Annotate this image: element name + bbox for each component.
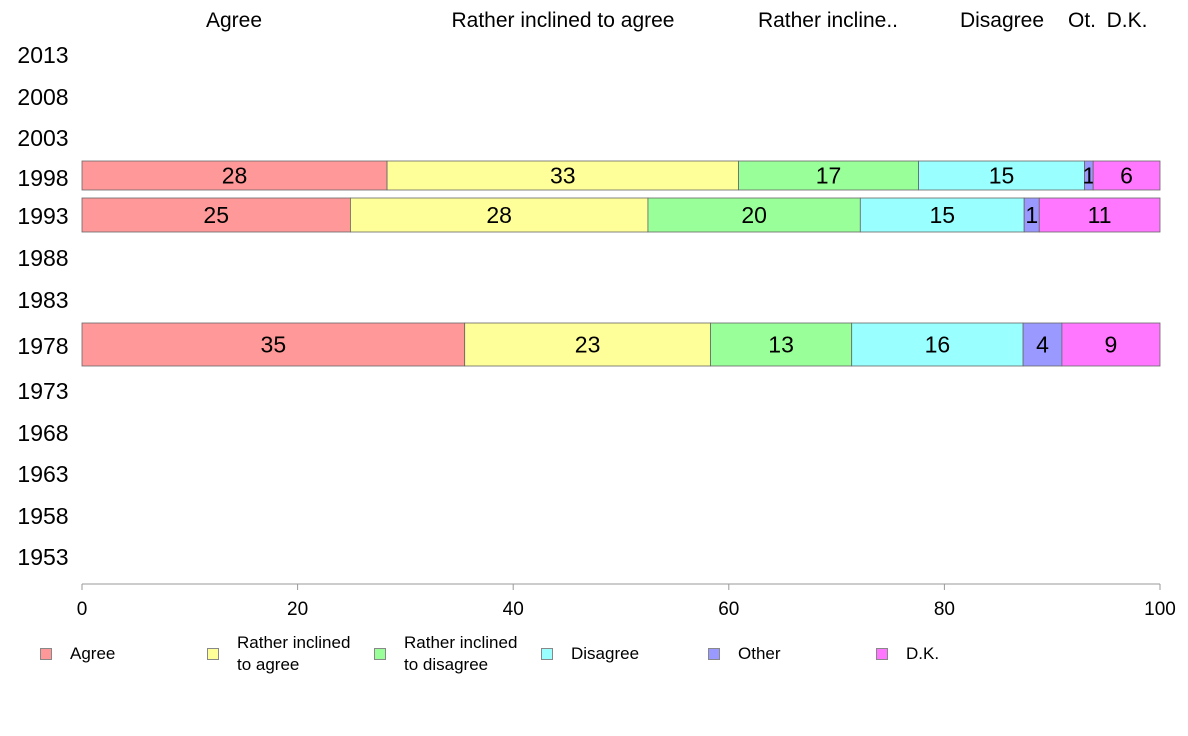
bar-1998-rather-inclined-to-disagree: [738, 160, 919, 191]
data-label-1993-d-k: 11: [1088, 202, 1112, 228]
bar-1978-disagree: [851, 322, 1024, 367]
top-label-d-k: D.K.: [1107, 9, 1148, 32]
x-tick-label-80: 80: [934, 599, 955, 620]
legend-swatch: [207, 648, 219, 660]
data-label-1993-agree: 25: [203, 202, 229, 228]
data-label-1998-other: 1: [1082, 163, 1095, 189]
top-label-agree: Agree: [206, 9, 262, 32]
data-label-1993-other: 1: [1025, 202, 1038, 228]
data-label-1978-agree: 35: [261, 332, 287, 358]
data-label-1993-disagree: 15: [929, 202, 955, 228]
legend-label: D.K.: [906, 644, 940, 663]
year-label-1958: 1958: [17, 503, 68, 529]
year-label-1988: 1988: [17, 245, 68, 271]
legend-item-agree: Agree: [40, 632, 115, 676]
data-label-1978-d-k: 9: [1105, 332, 1118, 358]
x-tick-label-60: 60: [718, 599, 739, 620]
bar-1978-rather-inclined-to-disagree: [710, 322, 853, 367]
legend-label: Disagree: [571, 644, 640, 663]
legend-item-disagree: Disagree: [541, 632, 639, 676]
bar-1993-d-k: [1038, 197, 1161, 233]
bar-1998-disagree: [918, 160, 1085, 191]
year-label-2008: 2008: [17, 84, 68, 110]
stacked-bar-chart: Agree Rather inclined to agree Rather incl…: [17, 9, 1176, 620]
chart-legend: Agree Rather inclined to agree Rather incl…: [0, 632, 1188, 682]
legend-swatch: [876, 648, 888, 660]
top-label-disagree: Disagree: [960, 9, 1044, 32]
year-label-1968: 1968: [17, 420, 68, 446]
data-label-1978-disagree: 16: [925, 332, 951, 358]
year-label-1998: 1998: [17, 165, 68, 191]
data-label-1978-other: 4: [1036, 332, 1049, 358]
bar-1998-agree: [81, 160, 388, 191]
year-label-1993: 1993: [17, 203, 68, 229]
year-label-1953: 1953: [17, 544, 68, 570]
bar-1993-rather-inclined-to-disagree: [647, 197, 861, 233]
data-label-1978-rather-inclined-to-disagree: 13: [768, 332, 794, 358]
legend-label: Rather inclined to agree: [237, 633, 351, 674]
legend-swatch: [708, 648, 720, 660]
data-label-1998-rather-inclined-to-agree: 33: [550, 163, 576, 189]
bar-1998-rather-inclined-to-agree: [386, 160, 739, 191]
year-label-2013: 2013: [17, 42, 68, 68]
data-label-1998-agree: 28: [222, 163, 248, 189]
x-tick-label-40: 40: [503, 599, 524, 620]
bar-1998-d-k: [1092, 160, 1161, 191]
bar-1993-rather-inclined-to-agree: [350, 197, 649, 233]
year-label-1963: 1963: [17, 461, 68, 487]
legend-label: Rather inclined to disagree: [404, 633, 518, 674]
bar-1978-d-k: [1061, 322, 1161, 367]
year-label-1973: 1973: [17, 378, 68, 404]
data-label-1993-rather-inclined-to-agree: 28: [486, 202, 512, 228]
year-label-1978: 1978: [17, 333, 68, 359]
bar-1993-agree: [81, 197, 351, 233]
data-label-1998-disagree: 15: [989, 163, 1015, 189]
x-tick-label-0: 0: [77, 599, 88, 620]
legend-label: Agree: [70, 644, 116, 663]
x-tick-label-100: 100: [1144, 599, 1176, 620]
bar-1978-rather-inclined-to-agree: [464, 322, 711, 367]
legend-swatch: [40, 648, 52, 660]
legend-item-rather-inclined-to-agree: Rather inclined to agree: [207, 632, 350, 676]
data-label-1978-rather-inclined-to-agree: 23: [575, 332, 601, 358]
year-label-2003: 2003: [17, 125, 68, 151]
bar-1978-agree: [81, 322, 466, 367]
data-label-1993-rather-inclined-to-disagree: 20: [741, 202, 767, 228]
legend-item-other: Other: [708, 632, 781, 676]
top-label-ot: Ot.: [1068, 9, 1096, 32]
legend-swatch: [541, 648, 553, 660]
legend-label: Other: [738, 644, 781, 663]
year-label-1983: 1983: [17, 287, 68, 313]
x-tick-label-20: 20: [287, 599, 308, 620]
bar-1993-disagree: [859, 197, 1025, 233]
data-label-1998-d-k: 6: [1120, 163, 1133, 189]
data-label-1998-rather-inclined-to-disagree: 17: [816, 163, 842, 189]
top-label-rather-inclined-to-agree: Rather inclined to agree: [452, 9, 675, 32]
legend-swatch: [374, 648, 386, 660]
top-label-rather-incline: Rather incline..: [758, 9, 898, 32]
bar-1978-other: [1022, 322, 1063, 367]
legend-item-rather-inclined-to-disagree: Rather inclined to disagree: [374, 632, 517, 676]
legend-item-d-k: D.K.: [876, 632, 939, 676]
